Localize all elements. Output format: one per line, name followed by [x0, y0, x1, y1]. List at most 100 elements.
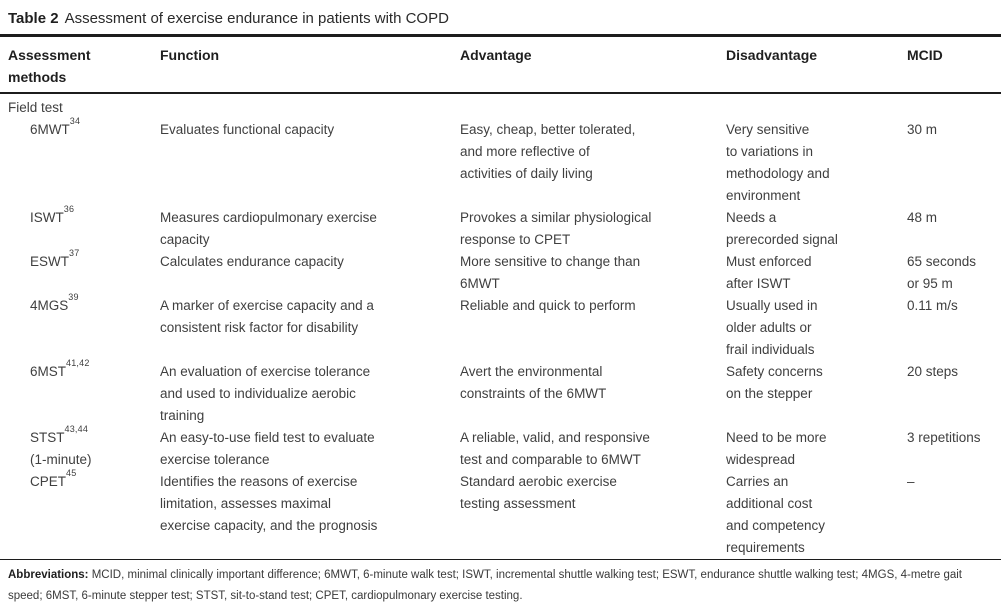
- cell-function: An evaluation of exercise tolerance and u…: [152, 361, 452, 427]
- method-name-line: 4MGS39: [30, 292, 146, 317]
- method-name: 6MST: [30, 364, 67, 379]
- method-reference: 34: [69, 115, 81, 126]
- column-header-assessment-methods-line: methods: [8, 69, 67, 85]
- method-name-line: 6MWT34: [30, 115, 146, 141]
- advantage-line: 6MWT: [460, 276, 500, 291]
- column-header-advantage-line: Advantage: [460, 47, 532, 63]
- cell-advantage: Reliable and quick to perform: [452, 295, 718, 361]
- assessment-table: Assessment methods Function Advantage Disadv…: [0, 37, 1001, 559]
- function-line: A marker of exercise capacity and a: [160, 298, 374, 313]
- function-line: Measures cardiopulmonary exercise: [160, 210, 377, 225]
- method-reference: 36: [63, 203, 75, 214]
- advantage-line: Avert the environmental: [460, 364, 603, 379]
- mcid-line: 20 steps: [907, 364, 959, 379]
- disadvantage-line: to variations in: [726, 144, 814, 159]
- cell-disadvantage: Usually used in older adults or frail indi…: [718, 295, 899, 361]
- method-name-line: 6MST41,42: [30, 357, 146, 383]
- advantage-line: test and comparable to 6MWT: [460, 452, 641, 467]
- table-row-eswt: ESWT37 Calculates endurance capacity More …: [0, 248, 1001, 295]
- abbreviations-label: Abbreviations:: [8, 569, 89, 581]
- table-body: Field test 6MWT34 Evaluates functional cap…: [0, 93, 1001, 559]
- disadvantage-line: and competency: [726, 518, 826, 533]
- cell-disadvantage: Must enforced after ISWT: [718, 251, 899, 295]
- column-header-disadvantage-line: Disadvantage: [726, 47, 818, 63]
- advantage-line: response to CPET: [460, 232, 571, 247]
- cell-method: ISWT36: [0, 203, 152, 251]
- cell-disadvantage: Carries an additional cost and competency r…: [718, 471, 899, 559]
- abbreviations-text: MCID, minimal clinically important diffe…: [8, 569, 962, 602]
- function-line: exercise tolerance: [160, 452, 270, 467]
- disadvantage-line: frail individuals: [726, 342, 815, 357]
- method-reference: 43,44: [64, 423, 89, 434]
- method-name: STST: [30, 430, 65, 445]
- advantage-line: More sensitive to change than: [460, 254, 641, 269]
- disadvantage-line: after ISWT: [726, 276, 791, 291]
- disadvantage-line: Usually used in: [726, 298, 818, 313]
- method-name: ISWT: [30, 210, 64, 225]
- disadvantage-line: widespread: [726, 452, 796, 467]
- method-extra-line: (1-minute): [30, 452, 92, 467]
- mcid-line: or 95 m: [907, 276, 953, 291]
- table-row-stst: STST43,44 (1-minute) An easy-to-use field …: [0, 423, 1001, 471]
- cell-function: A marker of exercise capacity and a consi…: [152, 295, 452, 361]
- footer-rule: [0, 559, 1001, 560]
- table-title-text: Assessment of exercise endurance in pati…: [64, 10, 449, 27]
- function-line: Evaluates functional capacity: [160, 122, 335, 137]
- method-reference: 41,42: [66, 357, 90, 368]
- table-head: Assessment methods Function Advantage Disadv…: [0, 37, 1001, 94]
- function-line: limitation, assesses maximal: [160, 496, 332, 511]
- column-header-advantage: Advantage: [452, 37, 718, 94]
- advantage-line: A reliable, valid, and responsive: [460, 430, 650, 445]
- method-name-line: ESWT37: [30, 248, 146, 273]
- cell-advantage: Standard aerobic exercise testing assessm…: [452, 471, 718, 559]
- mcid-line: 30 m: [907, 122, 938, 137]
- top-rule: [0, 34, 1001, 37]
- cell-disadvantage: Needs a prerecorded signal: [718, 207, 899, 251]
- function-line: Identifies the reasons of exercise: [160, 474, 358, 489]
- cell-function: Identifies the reasons of exercise limita…: [152, 471, 452, 559]
- function-line: exercise capacity, and the prognosis: [160, 518, 378, 533]
- cell-mcid: –: [899, 471, 1001, 559]
- section-row: Field test: [0, 93, 1001, 119]
- cell-advantage: More sensitive to change than 6MWT: [452, 251, 718, 295]
- cell-function: Evaluates functional capacity: [152, 119, 452, 207]
- function-line: An easy-to-use field test to evaluate: [160, 430, 375, 445]
- mcid-line: 3 repetitions: [907, 430, 981, 445]
- function-line: Calculates endurance capacity: [160, 254, 344, 269]
- column-header-function: Function: [152, 37, 452, 94]
- cell-function: Calculates endurance capacity: [152, 251, 452, 295]
- disadvantage-line: Need to be more: [726, 430, 827, 445]
- table-title: Table 2 Assessment of exercise endurance …: [0, 0, 1001, 34]
- column-header-mcid-line: MCID: [907, 47, 943, 63]
- column-header-assessment-methods-line: Assessment: [8, 47, 91, 63]
- cell-method: STST43,44 (1-minute): [0, 423, 152, 471]
- disadvantage-line: methodology and: [726, 166, 830, 181]
- method-name: 4MGS: [30, 298, 69, 313]
- cell-disadvantage: Very sensitive to variations in methodolog…: [718, 119, 899, 207]
- cell-mcid: 0.11 m/s: [899, 295, 1001, 361]
- advantage-line: Standard aerobic exercise: [460, 474, 617, 489]
- column-header-function-line: Function: [160, 47, 220, 63]
- cell-mcid: 20 steps: [899, 361, 1001, 427]
- disadvantage-line: prerecorded signal: [726, 232, 838, 247]
- disadvantage-line: requirements: [726, 540, 805, 555]
- method-name: 6MWT: [30, 122, 70, 137]
- cell-mcid: 3 repetitions: [899, 427, 1001, 471]
- table-row-iswt: ISWT36 Measures cardiopulmonary exercise c…: [0, 203, 1001, 251]
- cell-advantage: A reliable, valid, and responsive test an…: [452, 427, 718, 471]
- cell-disadvantage: Need to be more widespread: [718, 427, 899, 471]
- disadvantage-line: additional cost: [726, 496, 813, 511]
- mcid-line: 0.11 m/s: [907, 298, 958, 313]
- cell-mcid: 65 seconds or 95 m: [899, 251, 1001, 295]
- cell-method: 4MGS39: [0, 292, 152, 361]
- table-row-cpet: CPET45 Identifies the reasons of exercise…: [0, 468, 1001, 559]
- cell-method: 6MWT34: [0, 115, 152, 207]
- section-label: Field test: [8, 100, 63, 115]
- function-line: capacity: [160, 232, 210, 247]
- cell-method: ESWT37: [0, 248, 152, 295]
- mcid-line: 48 m: [907, 210, 938, 225]
- cell-method: CPET45: [0, 468, 152, 559]
- advantage-line: activities of daily living: [460, 166, 593, 181]
- advantage-line: testing assessment: [460, 496, 576, 511]
